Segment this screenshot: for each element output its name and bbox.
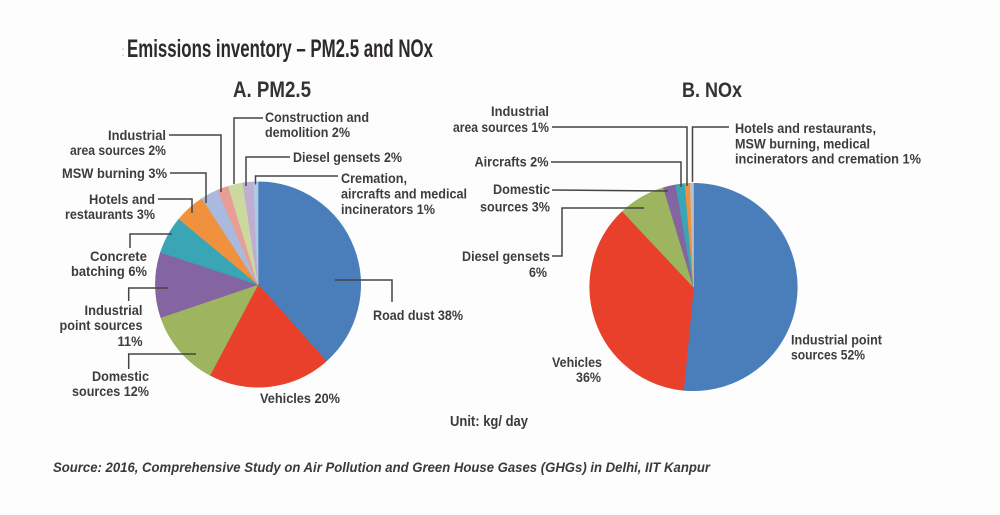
svg-text:restaurants 3%: restaurants 3% — [65, 206, 155, 222]
svg-text:36%: 36% — [576, 369, 601, 385]
svg-text:Concrete: Concrete — [90, 248, 147, 264]
svg-text:sources 52%: sources 52% — [791, 347, 865, 363]
svg-text:batching 6%: batching 6% — [71, 263, 147, 279]
svg-text:area sources 1%: area sources 1% — [453, 119, 549, 135]
svg-text:incinerators 1%: incinerators 1% — [341, 201, 435, 217]
svg-text:B. NOx: B. NOx — [682, 79, 742, 102]
svg-text:Domestic: Domestic — [493, 181, 550, 197]
svg-text:Source: 2016, Comprehensive St: Source: 2016, Comprehensive Study on Air… — [53, 459, 711, 475]
svg-text:11%: 11% — [118, 333, 144, 349]
svg-text:Construction and: Construction and — [265, 109, 369, 125]
svg-text:demolition 2%: demolition 2% — [265, 124, 350, 140]
svg-text:Hotels and: Hotels and — [89, 191, 155, 207]
svg-text:Cremation,: Cremation, — [341, 170, 407, 186]
svg-text:sources 3%: sources 3% — [480, 199, 550, 215]
svg-text:sources 12%: sources 12% — [72, 383, 149, 399]
svg-text:Road dust 38%: Road dust 38% — [373, 307, 463, 323]
svg-text:Diesel gensets 2%: Diesel gensets 2% — [293, 149, 402, 165]
svg-text:MSW burning 3%: MSW burning 3% — [62, 165, 168, 181]
svg-text:6%: 6% — [529, 264, 547, 280]
svg-text:Aircrafts 2%: Aircrafts 2% — [475, 154, 549, 170]
svg-text:Industrial: Industrial — [108, 127, 166, 143]
svg-text:Industrial: Industrial — [85, 302, 143, 318]
svg-text:area sources 2%: area sources 2% — [70, 142, 166, 158]
svg-text:Hotels and restaurants,: Hotels and restaurants, — [735, 120, 876, 136]
svg-text:point sources: point sources — [60, 317, 143, 333]
svg-text:Industrial point: Industrial point — [791, 332, 882, 348]
svg-text:MSW burning, medical: MSW burning, medical — [735, 136, 870, 152]
svg-text::: : — [121, 43, 125, 59]
svg-text:aircrafts and medical: aircrafts and medical — [341, 186, 467, 202]
svg-text:Emissions inventory – PM2.5 an: Emissions inventory – PM2.5 and NOx — [127, 35, 433, 63]
svg-text:incinerators and cremation 1%: incinerators and cremation 1% — [735, 151, 922, 167]
svg-text:Unit: kg/ day: Unit: kg/ day — [450, 414, 528, 430]
svg-text:Domestic: Domestic — [92, 368, 149, 384]
svg-text:Vehicles: Vehicles — [552, 354, 602, 370]
svg-text:Diesel gensets: Diesel gensets — [462, 248, 550, 264]
svg-text:Industrial: Industrial — [491, 103, 549, 119]
svg-text:A. PM2.5: A. PM2.5 — [233, 77, 311, 102]
svg-text:Vehicles 20%: Vehicles 20% — [260, 390, 341, 406]
